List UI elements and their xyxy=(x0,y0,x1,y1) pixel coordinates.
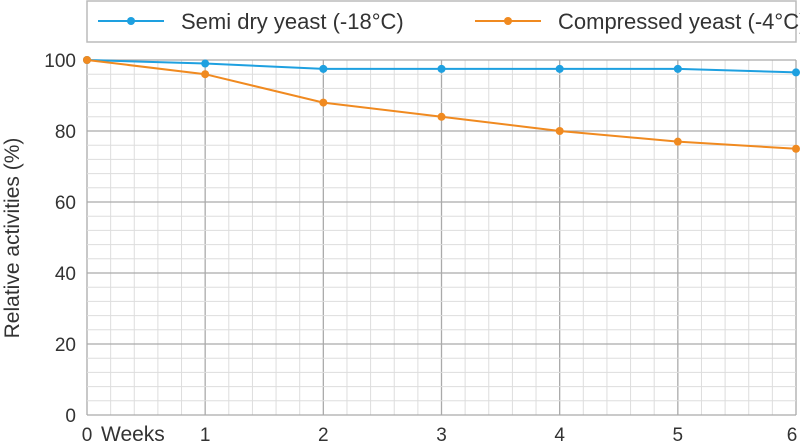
x-tick-label: 6 xyxy=(787,425,798,441)
data-point xyxy=(83,56,91,64)
y-tick-label: 20 xyxy=(55,335,76,356)
legend-marker xyxy=(504,17,512,25)
y-tick-label: 0 xyxy=(65,406,76,427)
x-tick-label: 0 xyxy=(82,425,93,441)
data-point xyxy=(319,98,328,107)
y-tick-label: 40 xyxy=(55,264,76,285)
legend-marker xyxy=(127,17,135,25)
data-point xyxy=(673,64,682,73)
x-axis-label: Weeks xyxy=(101,423,165,441)
x-tick-label: 3 xyxy=(436,425,447,441)
x-axis-ticks: 0 1 2 3 4 5 6 xyxy=(82,425,798,441)
legend: Semi dry yeast (-18°C) Compressed yeast (… xyxy=(86,0,800,43)
x-tick-label: 1 xyxy=(200,425,211,441)
legend-label: Semi dry yeast (-18°C) xyxy=(181,9,404,34)
y-tick-label: 60 xyxy=(55,193,76,214)
data-point xyxy=(201,59,210,68)
x-tick-label: 5 xyxy=(673,425,684,441)
data-point xyxy=(555,127,564,135)
data-point xyxy=(792,68,800,77)
x-tick-label: 4 xyxy=(554,425,565,441)
grid xyxy=(86,59,797,416)
y-tick-label: 80 xyxy=(55,122,76,143)
legend-label: Compressed yeast (-4°C) xyxy=(558,9,800,34)
x-tick-label: 2 xyxy=(318,425,329,441)
data-point xyxy=(792,144,800,153)
y-axis-ticks: 0 20 40 60 80 100 xyxy=(44,51,76,427)
y-tick-label: 100 xyxy=(44,51,76,72)
data-point xyxy=(319,64,328,73)
series-lines xyxy=(83,56,800,153)
data-point xyxy=(673,137,682,146)
data-point xyxy=(437,64,446,73)
data-point xyxy=(201,70,210,79)
data-point xyxy=(437,112,446,121)
data-point xyxy=(555,64,564,73)
y-axis-label: Relative activities (%) xyxy=(1,138,24,339)
legend-box xyxy=(86,0,797,43)
